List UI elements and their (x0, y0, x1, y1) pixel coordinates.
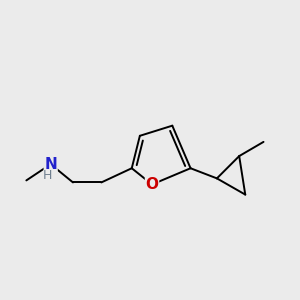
Text: N: N (44, 157, 57, 172)
Text: H: H (43, 169, 52, 182)
Text: O: O (146, 177, 158, 192)
